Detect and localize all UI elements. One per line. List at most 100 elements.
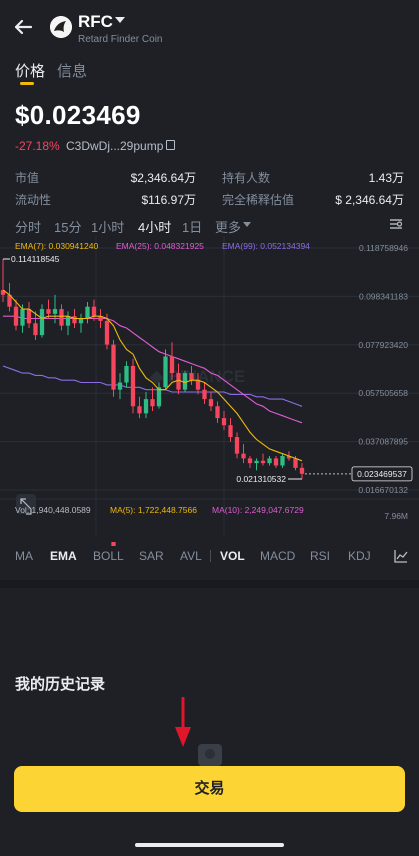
indicator-sar[interactable]: SAR: [139, 549, 164, 563]
indicator-boll[interactable]: BOLL: [93, 549, 124, 563]
candle-body: [182, 373, 188, 390]
y-tick-label: 0.037087895: [358, 437, 408, 447]
candle-body: [20, 309, 25, 326]
tab-active-indicator: [20, 82, 34, 85]
candle-body: [254, 460, 259, 464]
candle-body: [234, 437, 240, 454]
interval-timeline[interactable]: 分时: [15, 220, 42, 235]
candle-body: [260, 460, 266, 464]
ema7-path: [2, 289, 303, 462]
candle-body: [156, 387, 162, 407]
candle-body: [91, 306, 97, 317]
candle-body: [117, 382, 123, 390]
ema7-line: [2, 289, 303, 462]
indicator-kdj[interactable]: KDJ: [348, 549, 371, 563]
current-price-tag: [351, 466, 413, 482]
interval-1d[interactable]: 1日: [182, 220, 203, 235]
candle-body: [65, 316, 71, 326]
candle-body: [195, 380, 201, 390]
back-arrow-icon[interactable]: [10, 14, 36, 40]
candle-body: [215, 406, 220, 419]
candle-body: [104, 320, 110, 345]
contract-address[interactable]: C3DwDj...29pump: [66, 139, 164, 153]
y-axis-labels: 0.118758946 0.098341183 0.077923420 0.05750…: [358, 243, 408, 495]
candle-body: [286, 456, 292, 459]
volume-bars: [111, 542, 116, 546]
tab-price[interactable]: 价格: [15, 63, 46, 80]
indicator-rsi[interactable]: RSI: [310, 549, 331, 563]
candle-body: [98, 316, 103, 321]
holders-value: 1.43万: [368, 171, 404, 185]
price-chart[interactable]: ◆ BINANCE 0.1187589460.0983411830.077923…: [0, 236, 419, 546]
candle-body: [202, 389, 207, 400]
interval-1h[interactable]: 1小时: [91, 220, 125, 235]
copy-icon[interactable]: [166, 140, 175, 150]
candle-body: [33, 323, 38, 336]
y-tick-label: 0.057505658: [358, 388, 408, 398]
candle-body: [280, 456, 285, 466]
candle-body: [137, 406, 142, 414]
candle-body: [46, 309, 51, 314]
more-dropdown-icon[interactable]: [243, 222, 251, 227]
interval-4h[interactable]: 4小时: [138, 220, 172, 235]
header: RFC Retard Finder Coin: [0, 0, 419, 52]
current-price: $0.023469: [15, 100, 141, 130]
candle-body: [208, 399, 214, 407]
candle-body: [13, 306, 19, 326]
candle-body: [78, 318, 84, 324]
candle-body: [111, 344, 116, 390]
chart-grid: [0, 236, 419, 536]
indicator-ma[interactable]: MA: [15, 549, 33, 563]
volume-bar: [111, 542, 116, 546]
coin-dropdown-icon[interactable]: [115, 17, 125, 23]
market-cap-value: $2,346.64万: [130, 171, 196, 185]
candle-body: [163, 356, 168, 388]
indicator-vol[interactable]: VOL: [220, 549, 245, 563]
candle-body: [267, 458, 272, 464]
y-tick-label: 0.077923420: [358, 340, 408, 350]
candle-body: [150, 399, 155, 407]
indicator-macd[interactable]: MACD: [260, 549, 296, 563]
interval-15m[interactable]: 15分: [54, 220, 82, 235]
coin-name[interactable]: RFC: [78, 12, 113, 31]
y-tick-label: 0.016670132: [358, 485, 408, 495]
high-price-label: 0.114118545: [11, 254, 60, 264]
ema25-path: [3, 315, 303, 424]
ema7-legend: EMA(7): 0.030941240: [15, 241, 99, 251]
candle-body: [247, 458, 253, 464]
interval-more[interactable]: 更多: [215, 220, 242, 235]
candle-body: [52, 309, 58, 314]
price-markers: 0.114118545 0.021310532 0.023469537: [3, 254, 413, 515]
candle-body: [221, 418, 227, 426]
ema25-line: [3, 315, 303, 424]
ma5-legend: MA(5): 1,722,448.7566: [110, 505, 197, 515]
candle-body: [176, 373, 181, 390]
indicator-avl[interactable]: AVL: [180, 549, 202, 563]
candle-body: [130, 365, 136, 407]
expand-chart-glyph: [20, 498, 32, 515]
price-change: -27.18%: [15, 139, 60, 153]
interval-bar: 分时 15分 1小时 4小时 1日 更多: [0, 214, 419, 236]
low-price-label: 0.021310532: [236, 474, 286, 484]
history-title: 我的历史记录: [15, 676, 106, 693]
indicator-settings-icon[interactable]: [394, 549, 408, 563]
candle-body: [189, 373, 194, 381]
coin-logo-icon: [50, 16, 72, 38]
fdv-value: $ 2,346.64万: [335, 193, 404, 207]
vol-legend: Vol: 1,940,448.0589: [15, 505, 91, 515]
candle-body: [85, 306, 90, 319]
candles: [0, 259, 305, 480]
trade-button[interactable]: 交易: [14, 766, 405, 812]
tab-info[interactable]: 信息: [57, 63, 88, 80]
fdv-label: 完全稀释估值: [222, 193, 295, 207]
chart-settings-icon[interactable]: [389, 218, 403, 230]
candle-body: [72, 316, 77, 324]
current-price-label: 0.023469537: [357, 469, 407, 479]
candle-body: [39, 309, 45, 336]
candle-body: [241, 453, 246, 459]
indicator-ema[interactable]: EMA: [50, 549, 77, 563]
empty-state-icon: [198, 744, 222, 766]
ma10-legend: MA(10): 2,249,047.6729: [212, 505, 304, 515]
coin-full-name: Retard Finder Coin: [78, 34, 163, 45]
home-indicator: [135, 843, 284, 847]
